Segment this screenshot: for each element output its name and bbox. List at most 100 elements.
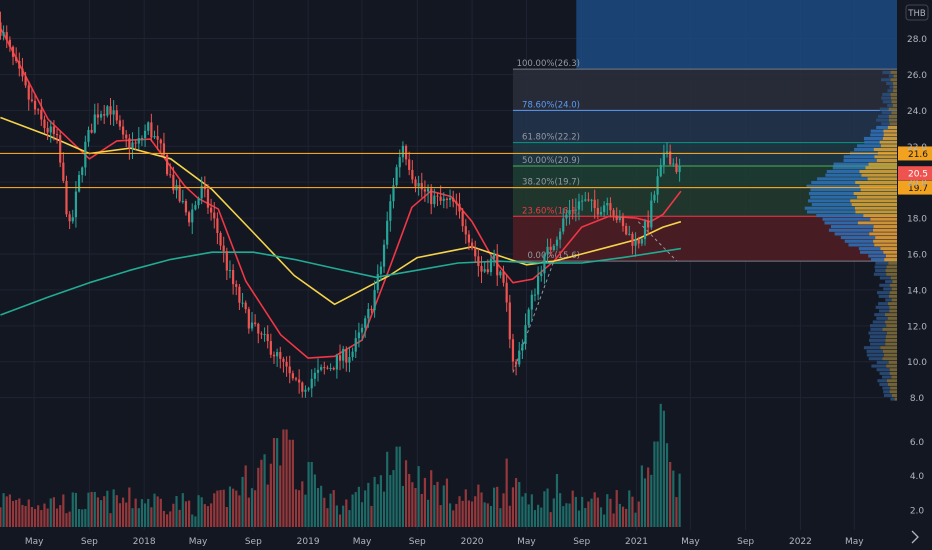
currency-badge[interactable]: THB	[905, 4, 929, 21]
volume-bar	[232, 488, 235, 527]
candle-body	[338, 355, 342, 361]
scroll-right-button[interactable]	[905, 528, 925, 546]
candle-body	[376, 274, 379, 291]
candle-body	[74, 191, 78, 218]
candle-body	[68, 214, 71, 222]
candle-body	[568, 210, 571, 215]
candle-body	[404, 145, 408, 160]
candle-body	[643, 221, 647, 240]
candle-body	[266, 334, 269, 342]
profile-bar-up	[874, 265, 887, 269]
fib-level-label: 61.80%(22.2)	[522, 133, 580, 143]
candle-body	[247, 309, 250, 329]
price-axis-tick: 16.0	[907, 251, 927, 261]
time-axis-tick: May	[517, 537, 536, 547]
profile-bar-up	[810, 188, 861, 192]
candle-body	[452, 197, 455, 202]
volume-bar	[178, 509, 181, 527]
volume-bar	[669, 462, 672, 527]
profile-bar-up	[817, 177, 868, 181]
candle-body	[43, 119, 46, 129]
horizontal-lines[interactable]	[0, 152, 897, 189]
profile-bar-up	[878, 294, 889, 298]
volume-bar	[156, 496, 159, 527]
candle-body	[143, 130, 147, 139]
candle-body	[467, 234, 471, 243]
time-axis[interactable]: May Sep 2018 May Sep 2019 May Sep 2020 May Sep 2021…	[25, 537, 864, 547]
candle-body	[200, 185, 203, 199]
candle-body	[125, 134, 128, 139]
profile-bar-down	[883, 129, 897, 133]
volume-bar	[81, 509, 84, 527]
profile-bar-up	[876, 360, 889, 364]
candle-body	[109, 106, 112, 115]
candle-body	[549, 246, 552, 251]
profile-bar-up	[810, 195, 858, 199]
currency-badge-frame	[905, 4, 929, 21]
candle-body	[436, 195, 439, 197]
time-axis-tick: May	[681, 537, 700, 547]
candle-body	[659, 164, 662, 177]
profile-bar-down	[879, 140, 897, 144]
candle-body	[615, 215, 618, 221]
candle-body	[426, 188, 430, 192]
volume-bar	[254, 490, 257, 527]
price-axis-tick: 18.0	[907, 215, 927, 225]
candle-body	[672, 163, 675, 165]
profile-bar-down	[887, 125, 897, 129]
profile-bar-down	[889, 122, 897, 126]
profile-bar-down	[885, 338, 897, 342]
currency-label: THB	[907, 9, 926, 19]
candle-body	[609, 203, 612, 211]
price-axis-tick: 28.0	[907, 35, 927, 45]
candle-body	[458, 203, 461, 212]
profile-bar-down	[855, 210, 897, 214]
candle-body	[420, 183, 423, 190]
profile-bar-down	[885, 320, 897, 324]
candle-body	[574, 209, 577, 211]
volume-bar	[672, 470, 675, 527]
price-tag-box	[898, 146, 932, 161]
candle-body	[2, 32, 5, 36]
volume-bar	[323, 497, 326, 527]
profile-bar-up	[869, 324, 887, 328]
volume-bar	[40, 510, 43, 527]
volume-bar	[433, 485, 436, 527]
profile-bar-up	[890, 397, 895, 401]
candle-body	[546, 246, 549, 255]
volume-bar	[527, 504, 530, 527]
candle-body	[470, 242, 474, 249]
time-axis-tick: May	[845, 537, 864, 547]
profile-bar-down	[884, 313, 897, 317]
candle-body	[480, 266, 483, 272]
volume-bar	[439, 505, 442, 527]
volume-bar	[505, 458, 508, 527]
candle-body	[596, 208, 599, 215]
volume-bar	[276, 438, 279, 527]
profile-bar-down	[887, 382, 897, 386]
candle-body	[156, 136, 159, 140]
candle-body	[647, 221, 650, 228]
price-tag-label: 21.6	[908, 150, 928, 160]
profile-bar-down	[859, 184, 897, 188]
fibonacci-retracement[interactable]: 0.00%(15.6) 23.60%(18.1) 38.20%(19.7) 50.00…	[512, 59, 897, 262]
volume-bar	[74, 492, 78, 527]
candle-body	[373, 290, 376, 311]
volume-bar	[420, 493, 423, 527]
candle-body	[115, 110, 118, 121]
profile-bar-down	[886, 272, 897, 276]
time-axis-tick: Sep	[245, 537, 262, 547]
candle-body	[395, 167, 398, 186]
volume-bar	[643, 478, 647, 527]
profile-bar-down	[873, 225, 897, 229]
candle-body	[210, 207, 213, 213]
profile-bar-down	[889, 291, 897, 295]
volume-bar	[599, 507, 603, 527]
time-axis-tick: Sep	[737, 537, 754, 547]
scroll-right-hit[interactable]	[905, 528, 925, 546]
candle-body	[515, 361, 518, 365]
profile-bar-down	[889, 390, 897, 394]
candle-body	[310, 378, 313, 389]
price-axis[interactable]: 21.6 19.7 2.0 4.0 6.0 8.0 10.0 12.0 14.0 16.0 18.0…	[898, 35, 932, 516]
